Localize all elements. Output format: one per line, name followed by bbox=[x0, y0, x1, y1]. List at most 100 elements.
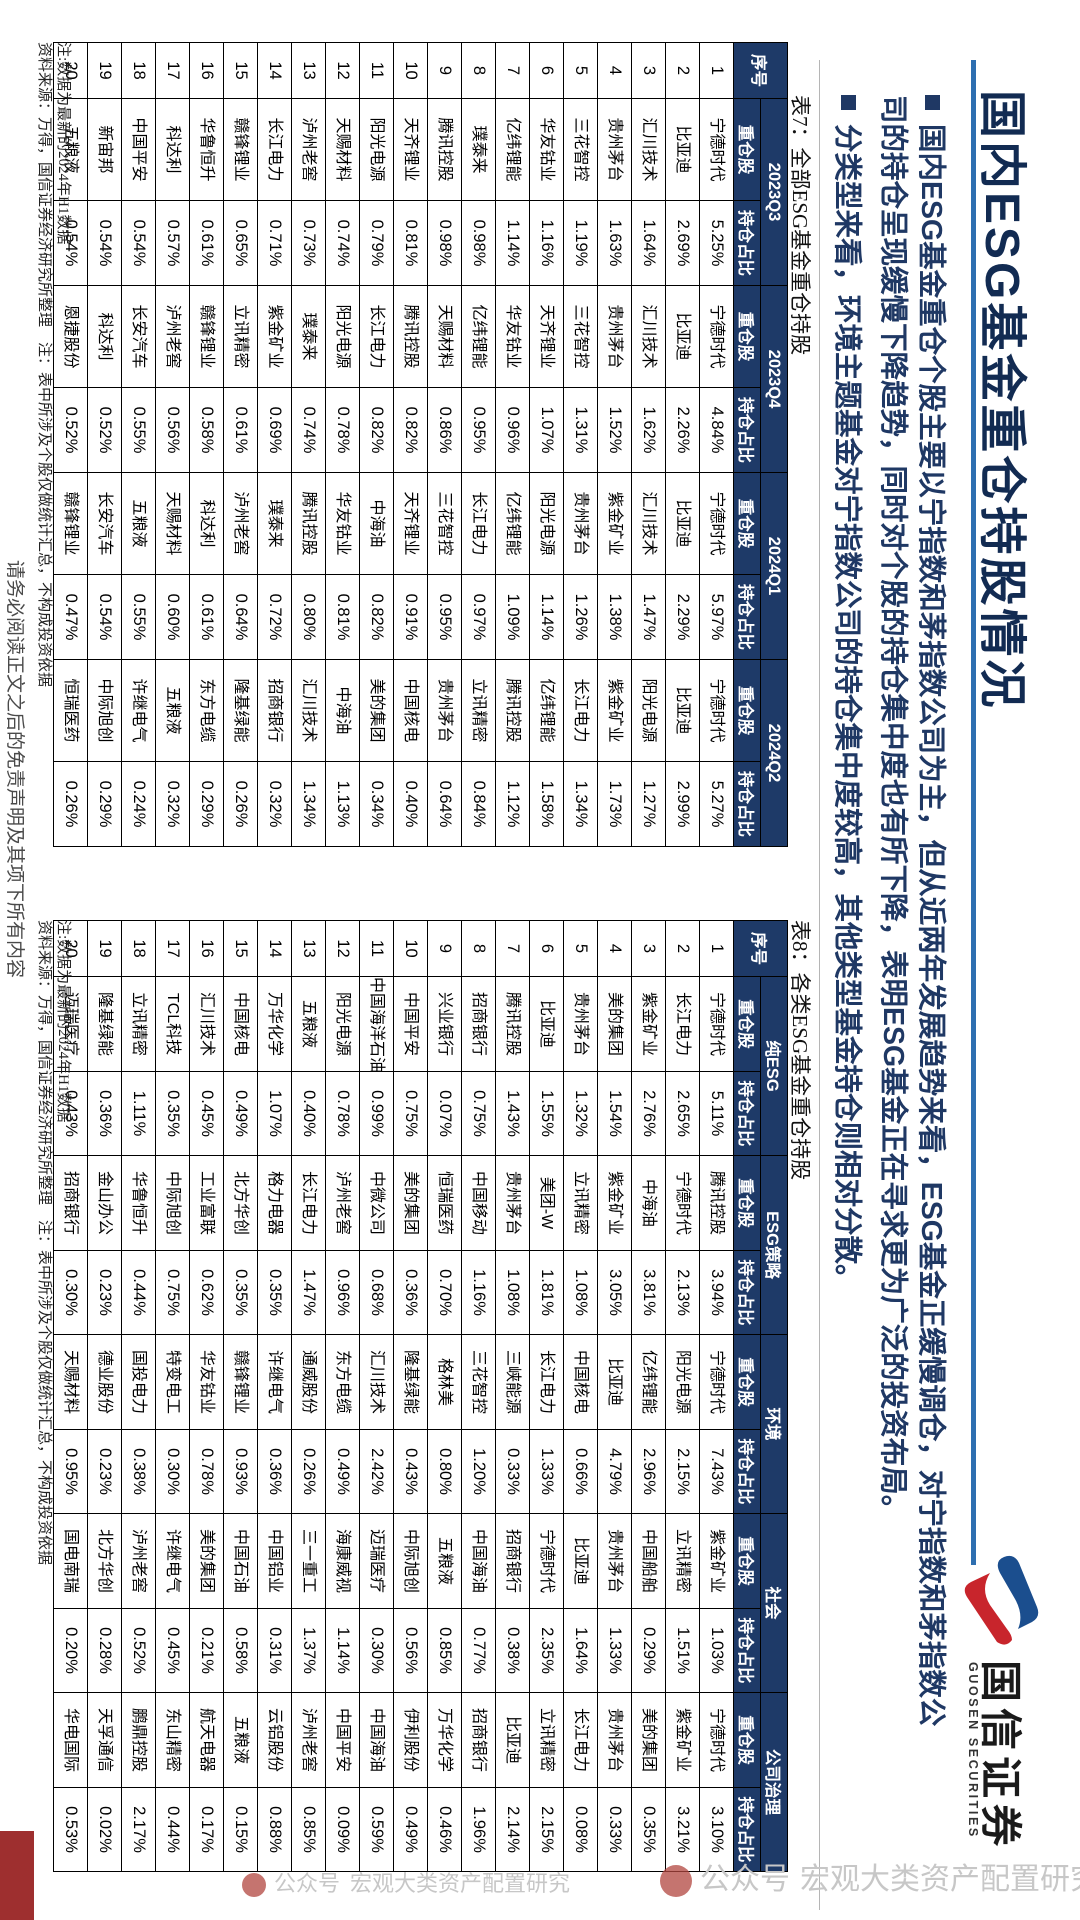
stock-name-cell: 美团-W bbox=[529, 1155, 564, 1251]
stock-name-cell: 腾讯控股 bbox=[495, 976, 530, 1072]
row-index-cell: 2 bbox=[665, 42, 700, 99]
weight-cell: 0.98% bbox=[461, 200, 496, 286]
stock-name-cell: 长江电力 bbox=[257, 98, 292, 201]
weight-cell: 0.20% bbox=[53, 1608, 88, 1693]
weight-cell: 0.26% bbox=[223, 761, 258, 847]
row-index-cell: 12 bbox=[325, 42, 360, 99]
stock-name-cell: 三花智控 bbox=[427, 472, 462, 575]
row-index-cell: 13 bbox=[291, 42, 326, 99]
stock-name-cell: 华鲁恒升 bbox=[189, 98, 224, 201]
stock-name-cell: 宁德时代 bbox=[699, 976, 734, 1072]
group-column-header: 纯ESG bbox=[760, 976, 788, 1156]
stock-name-cell: 璞泰来 bbox=[461, 98, 496, 201]
stock-name-cell: 泸州老窖 bbox=[155, 285, 190, 388]
stock-name-cell: 亿纬锂能 bbox=[495, 98, 530, 201]
weight-cell: 1.47% bbox=[631, 574, 666, 660]
stock-name-cell: 鹏鼎控股 bbox=[121, 1692, 156, 1788]
row-index-cell: 9 bbox=[427, 920, 462, 977]
stock-name-cell: 东山精密 bbox=[155, 1692, 190, 1788]
table-row: 16 华鲁恒升 0.61% 赣锋锂业 0.58% 科达利 0.61% 东方电缆 0.29% bbox=[189, 42, 224, 847]
stock-name-cell: 三花智控 bbox=[563, 285, 598, 388]
weight-cell: 1.03% bbox=[699, 1608, 734, 1693]
weight-cell: 0.95% bbox=[427, 574, 462, 660]
stock-name-cell: 泸州老窖 bbox=[291, 98, 326, 201]
stock-name-cell: 五粮液 bbox=[427, 1513, 462, 1609]
weight-cell: 1.19% bbox=[563, 200, 598, 286]
weight-cell: 0.81% bbox=[325, 574, 360, 660]
table-row: 4 贵州茅台 1.63% 贵州茅台 1.52% 紫金矿业 1.38% 紫金矿业 1.73% bbox=[597, 42, 632, 847]
table-row: 15 赣锋锂业 0.65% 立讯精密 0.61% 泸州老窖 0.64% 隆基绿能 0.26% bbox=[223, 42, 258, 847]
weight-cell: 4.84% bbox=[699, 387, 734, 473]
weight-cell: 0.75% bbox=[393, 1071, 428, 1156]
stock-name-cell: 招商银行 bbox=[461, 976, 496, 1072]
stock-name-cell: 华电国际 bbox=[53, 1692, 88, 1788]
table-row: 4 美的集团 1.54% 紫金矿业 3.05% 比亚迪 4.79% 贵州茅台 1.33% 贵州茅台… bbox=[597, 920, 632, 1872]
stock-name-cell: 璞泰来 bbox=[257, 472, 292, 575]
weight-cell: 0.43% bbox=[393, 1429, 428, 1514]
weight-cell: 1.81% bbox=[529, 1250, 564, 1335]
row-index-cell: 19 bbox=[87, 42, 122, 99]
weight-cell: 0.30% bbox=[359, 1608, 394, 1693]
weight-cell: 1.47% bbox=[291, 1250, 326, 1335]
stock-name-cell: 阳光电源 bbox=[359, 98, 394, 201]
table-row: 8 璞泰来 0.98% 亿纬锂能 0.95% 长江电力 0.97% 立讯精密 0.84% bbox=[461, 42, 496, 847]
weight-cell: 1.13% bbox=[325, 761, 360, 847]
stock-name-cell: 中国平安 bbox=[121, 98, 156, 201]
stock-name-cell: 汇川技术 bbox=[631, 98, 666, 201]
weight-cell: 0.84% bbox=[461, 761, 496, 847]
stock-name-cell: 中国海洋石油 bbox=[359, 976, 394, 1072]
stock-name-cell: 中海油 bbox=[359, 472, 394, 575]
table7-source-note: 资料来源：万得，国信证券经济研究所整理 注：表中所涉及个股仅做统计汇总，不构成投… bbox=[36, 42, 53, 688]
stock-name-cell: 天赐材料 bbox=[427, 285, 462, 388]
weight-cell: 4.79% bbox=[597, 1429, 632, 1514]
table7-caption: 表7：全部ESG基金重仓持股 bbox=[788, 95, 812, 356]
stock-name-cell: 科达利 bbox=[87, 285, 122, 388]
weight-cell: 0.80% bbox=[427, 1429, 462, 1514]
stock-name-cell: 华友钴业 bbox=[189, 1334, 224, 1430]
weight-cell: 0.74% bbox=[325, 200, 360, 286]
weight-cell: 2.76% bbox=[631, 1071, 666, 1156]
table-esg-type-holdings: 序号 纯ESG ESG策略 环境 社会 公司治理 重仓股 持仓占比 重仓股 持仓占比 重仓股 持仓占比… bbox=[53, 920, 788, 1872]
weight-cell: 1.33% bbox=[529, 1429, 564, 1514]
weight-cell: 1.64% bbox=[563, 1608, 598, 1693]
stock-name-cell: 美的集团 bbox=[631, 1692, 666, 1788]
weight-cell: 1.54% bbox=[597, 1071, 632, 1156]
table-row: 6 比亚迪 1.55% 美团-W 1.81% 长江电力 1.33% 宁德时代 2.35% 立讯精密… bbox=[529, 920, 564, 1872]
stock-name-cell: 五粮液 bbox=[223, 1692, 258, 1788]
weight-cell: 1.62% bbox=[631, 387, 666, 473]
stock-name-cell: 中国移动 bbox=[461, 1155, 496, 1251]
stock-name-cell: 三峡能源 bbox=[495, 1334, 530, 1430]
weight-cell: 0.23% bbox=[87, 1429, 122, 1514]
stock-name-cell: 亿纬锂能 bbox=[461, 285, 496, 388]
row-index-cell: 1 bbox=[699, 42, 734, 99]
weight-cell: 0.95% bbox=[461, 387, 496, 473]
row-index-cell: 4 bbox=[597, 42, 632, 99]
row-index-cell: 7 bbox=[495, 42, 530, 99]
row-index-cell: 9 bbox=[427, 42, 462, 99]
stock-name-cell: 华友钴业 bbox=[325, 472, 360, 575]
stock-name-cell: 泸州老窖 bbox=[325, 1155, 360, 1251]
stock-name-cell: 中海油 bbox=[325, 659, 360, 762]
table-row: 19 隆基绿能 0.36% 金山办公 0.23% 德业股份 0.23% 北方华创 0.28% 天孚… bbox=[87, 920, 122, 1872]
weight-cell: 0.71% bbox=[257, 200, 292, 286]
stock-name-cell: 东方电缆 bbox=[325, 1334, 360, 1430]
table7-data-note: 注:数据为最新的2024年H1数据 bbox=[55, 42, 71, 245]
sub-column-header: 重仓股 bbox=[733, 472, 761, 575]
stock-name-cell: 长安汽车 bbox=[121, 285, 156, 388]
stock-name-cell: 紫金矿业 bbox=[597, 1155, 632, 1251]
table-row: 5 贵州茅台 1.32% 立讯精密 1.08% 中国核电 0.66% 比亚迪 1.64% 长江电力… bbox=[563, 920, 598, 1872]
stock-name-cell: 隆基绿能 bbox=[223, 659, 258, 762]
weight-cell: 1.08% bbox=[495, 1250, 530, 1335]
stock-name-cell: 汇川技术 bbox=[291, 659, 326, 762]
sub-column-header: 重仓股 bbox=[733, 659, 761, 762]
table-row: 19 新宙邦 0.54% 科达利 0.52% 长安汽车 0.54% 中际旭创 0.29% bbox=[87, 42, 122, 847]
table-row: 7 亿纬锂能 1.14% 华友钴业 0.96% 亿纬锂能 1.09% 腾讯控股 1.12% bbox=[495, 42, 530, 847]
stock-name-cell: 长江电力 bbox=[563, 1692, 598, 1788]
weight-cell: 0.72% bbox=[257, 574, 292, 660]
weight-cell: 1.14% bbox=[325, 1608, 360, 1693]
row-index-cell: 1 bbox=[699, 920, 734, 977]
stock-name-cell: 立讯精密 bbox=[223, 285, 258, 388]
weight-cell: 0.69% bbox=[257, 387, 292, 473]
weight-cell: 0.26% bbox=[53, 761, 88, 847]
stock-name-cell: 比亚迪 bbox=[665, 472, 700, 575]
